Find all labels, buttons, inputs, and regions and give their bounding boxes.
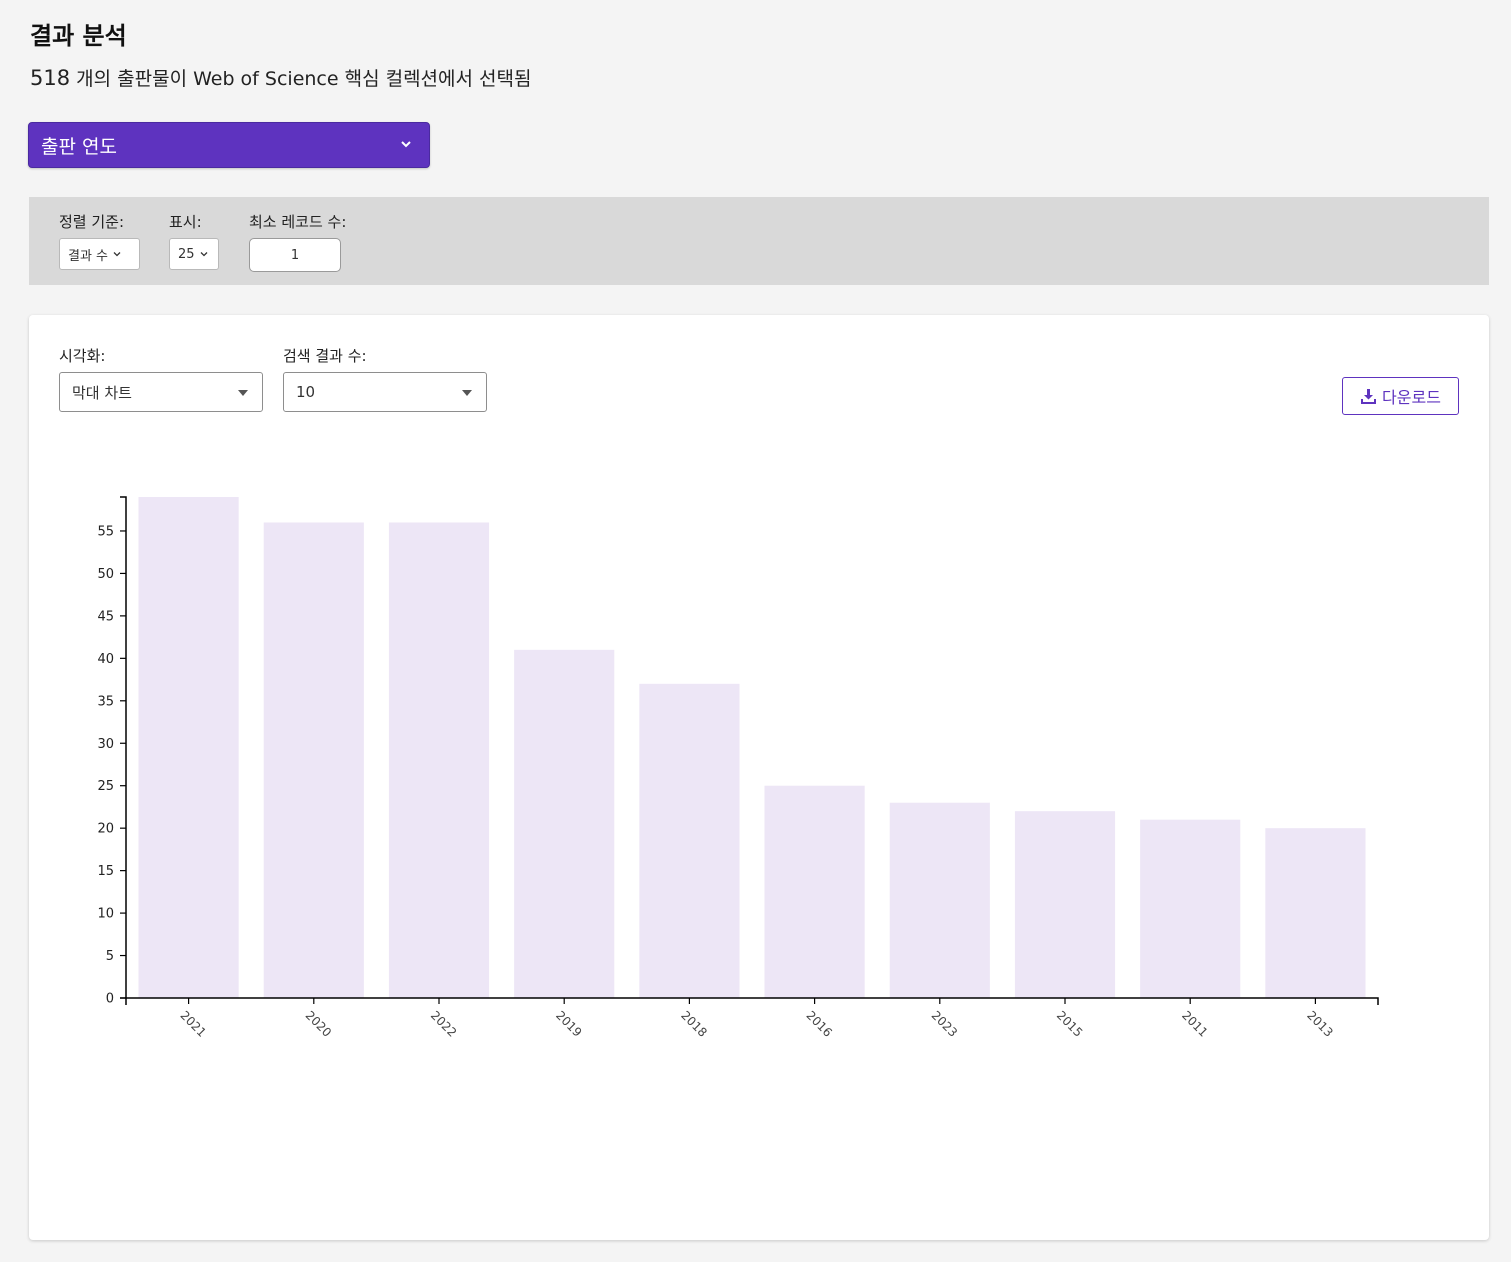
visualization-select[interactable]: 막대 차트 (59, 372, 263, 412)
show-select[interactable]: 25 (169, 238, 219, 270)
y-tick-label-10: 10 (97, 907, 114, 922)
y-tick-label-0: 0 (106, 992, 114, 1007)
bar-2013 (1265, 828, 1366, 998)
bar-2021 (138, 497, 239, 998)
bar-2023 (889, 802, 990, 998)
min-records-control: 최소 레코드 수: (249, 211, 346, 272)
x-tick-label-2022: 2022 (428, 1008, 459, 1039)
field-selector-dropdown[interactable]: 출판 연도 (28, 122, 430, 168)
x-tick-label-2011: 2011 (1179, 1008, 1210, 1039)
results-count-control: 검색 결과 수: 10 (283, 345, 487, 412)
page-subtitle: 518 개의 출판물이 Web of Science 핵심 컬렉션에서 선택됨 (30, 64, 531, 91)
x-axis-line (125, 997, 1379, 1005)
bar-2022 (388, 522, 490, 998)
field-selector-label: 출판 연도 (41, 135, 117, 158)
subtitle-text: 개의 출판물이 Web of Science 핵심 컬렉션에서 선택됨 (70, 68, 532, 90)
y-tick-label-40: 40 (97, 652, 114, 667)
x-tick-label-2018: 2018 (678, 1008, 709, 1039)
bar-2015 (1014, 811, 1116, 998)
bar-chart: 0 5 10 15 20 25 30 35 40 45 50 55 2021 2020 2022 2019 20… (97, 496, 1379, 1040)
show-label: 표시: (169, 213, 202, 231)
y-tick-label-55: 55 (97, 524, 114, 539)
results-count-label: 검색 결과 수: (283, 347, 367, 365)
bar-2019 (514, 649, 615, 998)
x-tick-label-2019: 2019 (553, 1008, 584, 1039)
bar-2018 (639, 683, 740, 998)
y-tick-label-45: 45 (97, 609, 114, 624)
download-button[interactable]: 다운로드 (1342, 377, 1459, 415)
bar-2016 (764, 785, 865, 998)
y-tick-label-35: 35 (97, 694, 114, 709)
show-select-value: 25 (178, 246, 195, 262)
caret-down-icon (238, 390, 248, 396)
y-tick-label-20: 20 (97, 822, 114, 837)
chevron-down-icon (401, 141, 411, 148)
visualization-control: 시각화: 막대 차트 (59, 345, 263, 412)
bar-2011 (1140, 819, 1241, 998)
sort-select[interactable]: 결과 수 (59, 238, 140, 270)
bar-2020 (263, 522, 364, 998)
chevron-down-icon (113, 252, 121, 257)
chart-card: 시각화: 막대 차트 검색 결과 수: 10 다운로드 0 5 10 15 20 25 30… (29, 315, 1489, 1240)
x-tick-label-2016: 2016 (803, 1008, 834, 1039)
results-count-select-value: 10 (296, 383, 316, 401)
x-tick-label-2020: 2020 (303, 1008, 334, 1039)
download-label: 다운로드 (1382, 388, 1441, 407)
sort-select-value: 결과 수 (68, 248, 109, 264)
sort-label: 정렬 기준: (59, 213, 125, 231)
y-axis-line (120, 496, 127, 999)
chevron-down-icon (200, 252, 208, 257)
download-icon (1361, 388, 1377, 404)
x-tick-label-2023: 2023 (929, 1008, 960, 1039)
y-tick-label-25: 25 (97, 779, 114, 794)
caret-down-icon (462, 390, 472, 396)
visualization-label: 시각화: (59, 347, 106, 365)
y-tick-label-30: 30 (97, 737, 114, 752)
y-tick-label-5: 5 (106, 949, 114, 964)
sort-control: 정렬 기준: 결과 수 (59, 211, 140, 270)
publication-count: 518 (30, 66, 71, 90)
min-records-input[interactable] (249, 238, 341, 272)
x-tick-label-2015: 2015 (1054, 1008, 1085, 1039)
y-tick-label-15: 15 (97, 864, 114, 879)
visualization-select-value: 막대 차트 (72, 383, 132, 402)
x-tick-label-2013: 2013 (1304, 1008, 1335, 1039)
show-control: 표시: 25 (169, 211, 219, 270)
min-records-label: 최소 레코드 수: (249, 213, 347, 231)
analysis-controls-bar: 정렬 기준: 결과 수 표시: 25 최소 레코드 수: (29, 197, 1489, 285)
results-count-select[interactable]: 10 (283, 372, 487, 412)
x-tick-label-2021: 2021 (177, 1008, 208, 1039)
page-title: 결과 분석 (30, 22, 127, 50)
y-tick-label-50: 50 (97, 567, 114, 582)
